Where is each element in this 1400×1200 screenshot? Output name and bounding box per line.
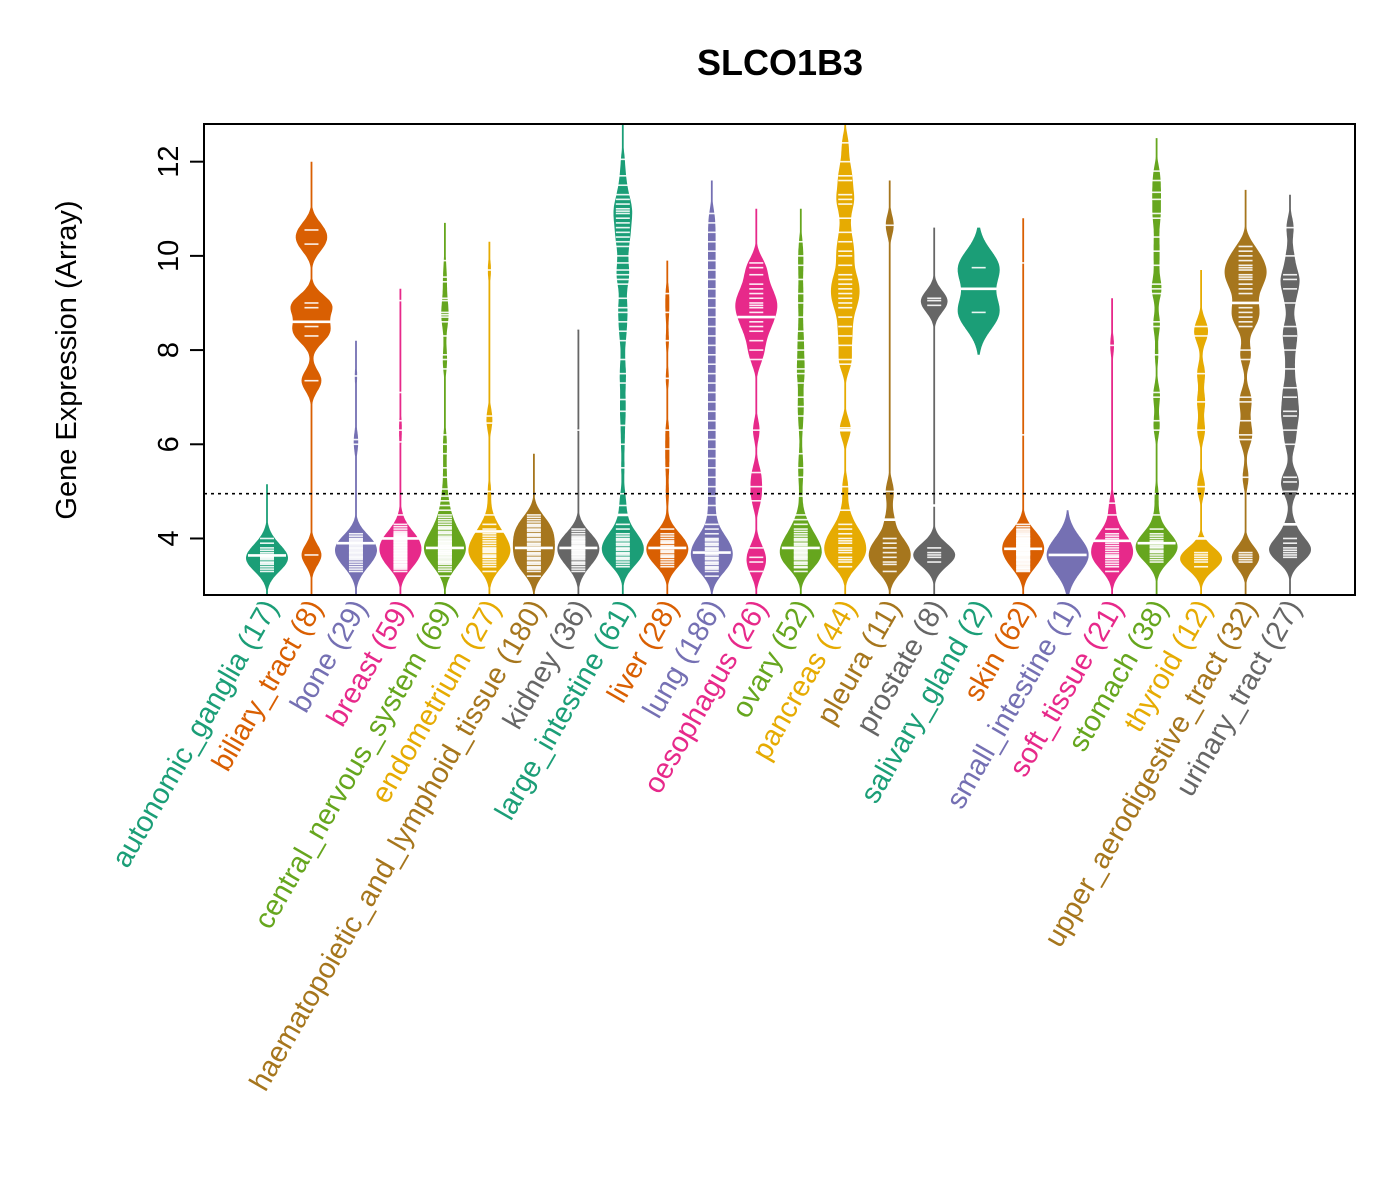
y-tick-label: 4 bbox=[153, 530, 185, 546]
bean-urinary-tract bbox=[1269, 194, 1311, 595]
bean-ovary bbox=[779, 208, 822, 595]
bean-density bbox=[735, 208, 778, 595]
bean-density bbox=[557, 328, 600, 595]
y-axis: 4 6 8 10 12 bbox=[153, 146, 204, 547]
bean-density bbox=[423, 222, 466, 595]
beans-layer bbox=[246, 124, 1311, 595]
bean-biliary-tract bbox=[290, 161, 333, 595]
bean-liver bbox=[646, 260, 689, 595]
bean-density bbox=[1091, 298, 1134, 595]
bean-density bbox=[913, 227, 956, 595]
x-axis-labels: autonomic_ganglia (17)biliary_tract (8)b… bbox=[106, 595, 1308, 1097]
bean-skin bbox=[1002, 218, 1045, 595]
y-tick-label: 8 bbox=[153, 342, 185, 358]
bean-large-intestine bbox=[601, 124, 644, 595]
bean-density bbox=[1180, 270, 1223, 595]
bean-soft-tissue bbox=[1091, 298, 1134, 595]
bean-central-nervous-system bbox=[423, 222, 466, 595]
chart-title: SLCO1B3 bbox=[697, 42, 863, 83]
bean-upper-aerodigestive-tract bbox=[1224, 189, 1267, 595]
y-tick-label: 10 bbox=[153, 240, 185, 272]
bean-density bbox=[1002, 218, 1045, 595]
bean-lung bbox=[690, 180, 733, 595]
bean-density bbox=[335, 340, 377, 595]
bean-bone bbox=[335, 340, 377, 595]
bean-density bbox=[246, 484, 288, 595]
bean-small-intestine bbox=[1046, 510, 1089, 595]
bean-prostate bbox=[913, 227, 956, 595]
bean-density bbox=[1046, 510, 1089, 595]
bean-endometrium bbox=[468, 241, 511, 595]
bean-thyroid bbox=[1180, 270, 1223, 595]
bean-breast bbox=[379, 288, 422, 595]
bean-density bbox=[1224, 189, 1267, 595]
bean-density bbox=[868, 180, 911, 595]
bean-salivary-gland bbox=[957, 227, 1000, 355]
bean-stomach bbox=[1135, 138, 1178, 595]
y-tick-label: 12 bbox=[153, 146, 185, 178]
bean-density bbox=[690, 180, 733, 595]
bean-pancreas bbox=[824, 124, 867, 595]
bean-density bbox=[1269, 194, 1311, 595]
bean-oesophagus bbox=[735, 208, 778, 595]
bean-density bbox=[468, 241, 511, 595]
plot-frame bbox=[203, 123, 1356, 596]
y-axis-label: Gene Expression (Array) bbox=[51, 200, 83, 519]
bean-density bbox=[646, 260, 689, 595]
bean-density bbox=[779, 208, 822, 595]
bean-density bbox=[290, 161, 333, 595]
bean-kidney bbox=[557, 328, 600, 595]
bean-autonomic-ganglia bbox=[246, 484, 288, 595]
y-tick-label: 6 bbox=[153, 436, 185, 452]
bean-haematopoietic-and-lymphoid-tissue bbox=[512, 453, 555, 595]
bean-density bbox=[957, 227, 1000, 355]
bean-pleura bbox=[868, 180, 911, 595]
bean-density bbox=[1135, 138, 1178, 595]
